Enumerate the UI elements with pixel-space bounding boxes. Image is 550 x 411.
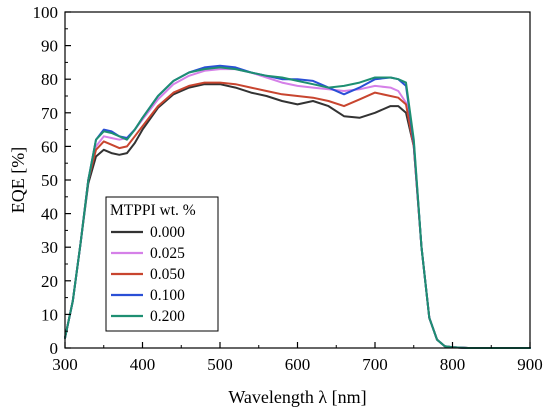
y-tick-label: 40 [41,205,58,224]
y-tick-label: 100 [33,3,59,22]
legend-entry-4: 0.200 [150,308,185,325]
y-tick-label: 30 [41,238,58,257]
x-tick-label: 500 [207,355,233,374]
y-tick-label: 70 [41,104,58,123]
y-tick-label: 60 [41,137,58,156]
y-tick-label: 80 [41,70,58,89]
x-axis-title: Wavelength λ [nm] [228,387,366,407]
x-tick-label: 400 [130,355,156,374]
x-tick-label: 800 [440,355,466,374]
plot-frame [64,11,531,349]
y-tick-label: 20 [41,272,58,291]
x-tick-label: 900 [517,355,543,374]
legend-entry-1: 0.025 [150,245,185,262]
y-tick-label: 90 [41,37,58,56]
series-line-4 [64,66,531,349]
y-axis-title: EQE [%] [8,147,28,213]
legend-entry-3: 0.100 [150,287,185,304]
x-tick-label: 600 [285,355,311,374]
legend-title: MTPPI wt. % [110,202,196,219]
series-layer [64,64,531,349]
y-tick-label: 0 [50,339,59,358]
legend-entry-0: 0.000 [150,224,185,241]
legend-box [105,196,219,332]
y-tick-label: 10 [41,305,58,324]
x-tick-label: 700 [362,355,388,374]
y-tick-label: 50 [41,171,58,190]
legend-entry-2: 0.050 [150,266,185,283]
ticks-layer: 300 400 500 600 700 800 900 0 10 20 30 40 50 60 70 80 90… [33,3,543,374]
x-tick-label: 300 [52,355,78,374]
legend: MTPPI wt. % 0.000 0.025 0.050 0.100 0.200 [105,196,219,332]
